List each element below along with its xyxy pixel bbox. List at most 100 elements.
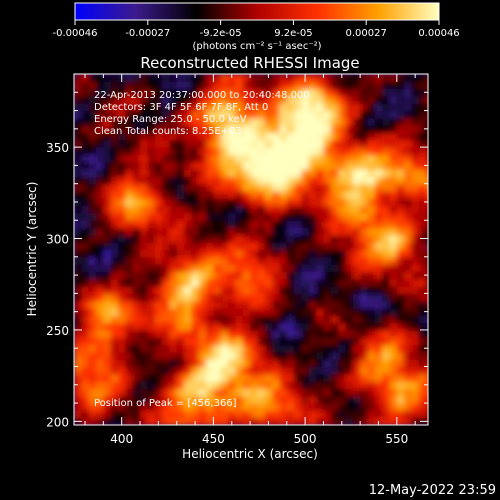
heatmap-cell [132, 176, 141, 185]
heatmap-cell [404, 381, 413, 390]
heatmap-cell [286, 198, 295, 207]
heatmap-cell [279, 95, 288, 104]
heatmap-cell [96, 88, 104, 97]
heatmap-cell [367, 366, 376, 375]
heatmap-cell [176, 293, 185, 302]
heatmap-cell [286, 381, 295, 390]
heatmap-cell [118, 293, 126, 302]
heatmap-cell [250, 315, 259, 324]
heatmap-cell [308, 183, 317, 192]
heatmap-cell [206, 169, 214, 177]
heatmap-cell [330, 110, 339, 119]
heatmap-cell [198, 417, 207, 425]
heatmap-cell [418, 191, 427, 199]
heatmap-cell [220, 234, 229, 243]
heatmap-cell [279, 366, 288, 375]
heatmap-cell [374, 103, 383, 112]
heatmap-cell [338, 293, 347, 302]
heatmap-cell [418, 315, 427, 324]
heatmap-cell [286, 161, 295, 170]
heatmap-cell [264, 139, 273, 148]
heatmap-cell [250, 169, 259, 177]
heatmap-cell [118, 329, 126, 338]
heatmap-cell [418, 300, 427, 309]
heatmap-cell [264, 234, 273, 243]
heatmap-cell [162, 278, 170, 287]
heatmap-cell [169, 366, 178, 375]
heatmap-cell [103, 373, 112, 382]
heatmap-cell [360, 103, 369, 112]
heatmap-cell [294, 329, 303, 338]
heatmap-cell [213, 227, 222, 236]
heatmap-cell [272, 176, 281, 185]
heatmap-cell [426, 249, 428, 258]
heatmap-cell [242, 234, 251, 243]
heatmap-cell [154, 410, 163, 419]
heatmap-cell [250, 278, 259, 287]
heatmap-cell [242, 110, 251, 119]
heatmap-cell [330, 125, 339, 134]
heatmap-cell [81, 242, 90, 251]
heatmap-cell [418, 147, 427, 156]
heatmap-cell [367, 110, 376, 119]
heatmap-cell [301, 110, 310, 119]
heatmap-cell [169, 329, 178, 338]
heatmap-cell [360, 344, 369, 353]
heatmap-cell [176, 205, 185, 214]
heatmap-cell [220, 322, 229, 331]
heatmap-cell [206, 300, 214, 309]
heatmap-cell [213, 359, 222, 368]
heatmap-cell [382, 81, 391, 90]
heatmap-cell [242, 381, 251, 390]
heatmap-cell [103, 256, 112, 265]
heatmap-cell [382, 117, 391, 126]
heatmap-cell [272, 125, 281, 134]
heatmap-cell [418, 176, 427, 185]
heatmap-cell [396, 81, 405, 90]
heatmap-cell [279, 271, 288, 280]
heatmap-cell [220, 351, 229, 360]
heatmap-cell [411, 381, 420, 390]
heatmap-cell [250, 234, 259, 243]
heatmap-cell [147, 132, 156, 141]
heatmap-cell [242, 264, 251, 273]
heatmap-cell [206, 176, 214, 185]
heatmap-cell [286, 154, 295, 163]
heatmap-cell [88, 300, 97, 309]
heatmap-cell [198, 103, 207, 112]
heatmap-cell [426, 388, 428, 397]
heatmap-cell [418, 161, 427, 170]
heatmap-cell [264, 256, 273, 265]
heatmap-cell [411, 322, 420, 331]
heatmap-cell [257, 198, 266, 207]
heatmap-cell [74, 388, 82, 397]
heatmap-cell [345, 139, 354, 148]
heatmap-cell [140, 381, 148, 390]
heatmap-cell [191, 395, 200, 404]
heatmap-cell [110, 395, 119, 404]
heatmap-cell [118, 169, 126, 177]
heatmap-cell [154, 154, 163, 163]
heatmap-cell [330, 366, 339, 375]
heatmap-cell [125, 139, 134, 148]
heatmap-cell [169, 278, 178, 287]
heatmap-cell [426, 300, 428, 309]
heatmap-cell [96, 300, 104, 309]
heatmap-cell [213, 344, 222, 353]
heatmap-cell [81, 191, 90, 199]
heatmap-cell [213, 242, 222, 251]
heatmap-cell [360, 286, 369, 294]
heatmap-cell [279, 344, 288, 353]
heatmap-cell [338, 337, 347, 346]
heatmap-cell [308, 366, 317, 375]
heatmap-cell [404, 132, 413, 141]
heatmap-cell [206, 183, 214, 192]
heatmap-cell [213, 147, 222, 156]
heatmap-cell [198, 117, 207, 126]
heatmap-cell [169, 88, 178, 97]
heatmap-cell [338, 249, 347, 258]
heatmap-cell [294, 198, 303, 207]
heatmap-cell [279, 373, 288, 382]
heatmap-cell [169, 381, 178, 390]
heatmap-cell [264, 410, 273, 419]
